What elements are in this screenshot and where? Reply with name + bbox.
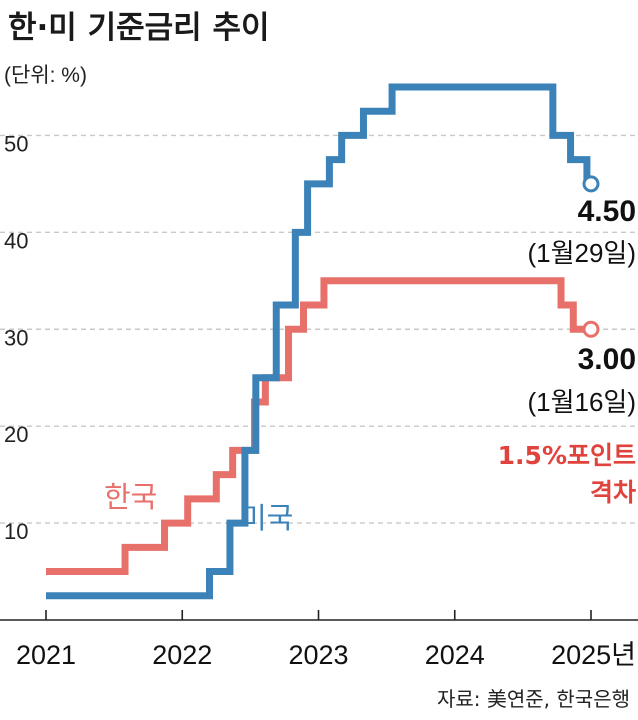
y-tick-label: 10 bbox=[4, 519, 28, 544]
end-point-us bbox=[582, 175, 600, 193]
y-tick-labels: 10 20 30 40 50 bbox=[4, 131, 28, 544]
y-tick-label: 40 bbox=[4, 228, 28, 253]
x-tick-label: 2024 bbox=[425, 640, 485, 670]
series-label-us: 미국 bbox=[240, 501, 293, 535]
y-tick-label: 50 bbox=[4, 131, 28, 156]
source-note: 자료: 美연준, 한국은행 bbox=[437, 687, 630, 711]
y-tick-label: 30 bbox=[4, 325, 28, 350]
series-lines bbox=[46, 83, 600, 600]
us-end-date: (1월29일) bbox=[527, 238, 636, 268]
chart-title: 한·미 기준금리 추이 bbox=[8, 10, 270, 46]
x-tick-label: 2022 bbox=[152, 640, 212, 670]
gap-label-2: 격차 bbox=[590, 478, 636, 507]
x-tick-label: 2025년 bbox=[551, 640, 636, 670]
x-axis: 2021 2022 2023 2024 2025년 bbox=[0, 610, 638, 670]
gap-label: 1.5%포인트 bbox=[498, 441, 636, 470]
series-label-korea: 한국 bbox=[104, 480, 157, 514]
series-line-korea bbox=[46, 277, 591, 576]
korea-end-date: (1월16일) bbox=[527, 387, 636, 417]
y-tick-label: 20 bbox=[4, 422, 28, 447]
series-line-us bbox=[46, 83, 591, 600]
x-tick-label: 2023 bbox=[288, 640, 348, 670]
gridlines bbox=[0, 134, 638, 524]
x-tick-label: 2021 bbox=[16, 640, 76, 670]
end-point-korea bbox=[582, 320, 600, 338]
unit-label: (단위: %) bbox=[4, 64, 87, 87]
korea-end-value: 3.00 bbox=[578, 343, 636, 376]
us-end-value: 4.50 bbox=[578, 195, 636, 228]
